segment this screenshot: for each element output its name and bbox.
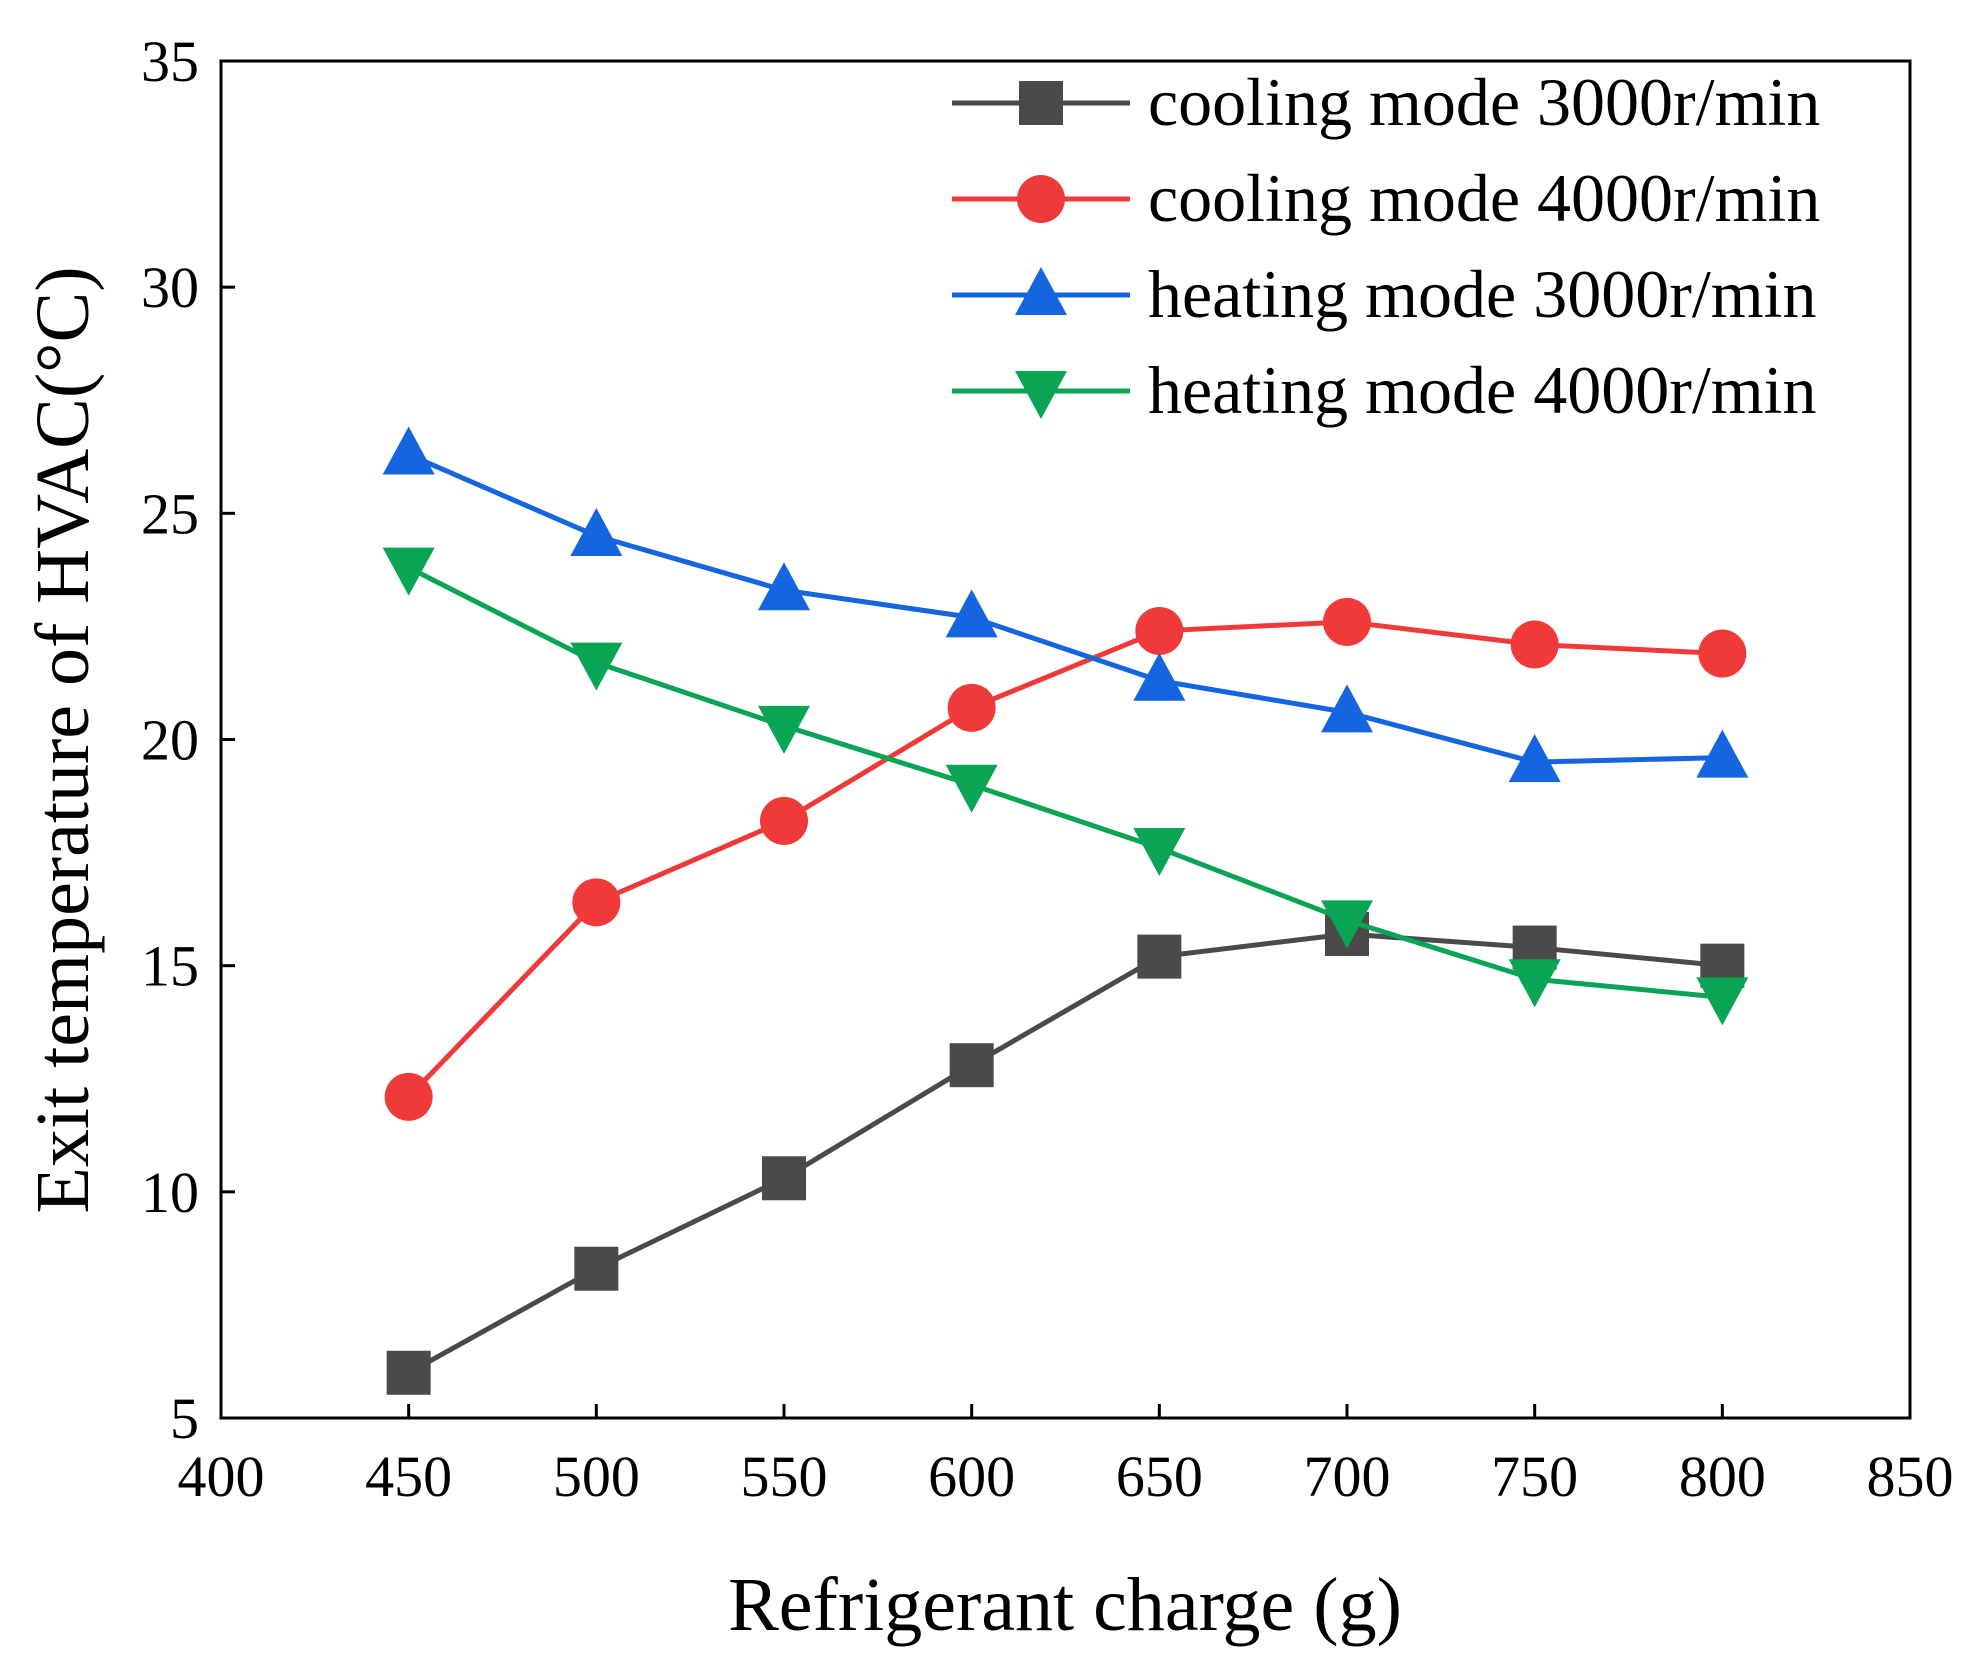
x-tick-label: 450 <box>365 1444 452 1509</box>
y-tick-label: 30 <box>141 255 199 320</box>
y-tick-label: 5 <box>170 1386 199 1451</box>
legend-label: heating mode 4000r/min <box>1148 352 1817 428</box>
data-point <box>1508 959 1561 1008</box>
y-tick-label: 10 <box>141 1160 199 1225</box>
data-point <box>1696 977 1749 1026</box>
data-point <box>570 642 623 691</box>
data-point <box>1133 652 1186 701</box>
data-point <box>947 683 996 732</box>
x-tick-label: 800 <box>1679 1444 1766 1509</box>
data-point <box>386 1350 431 1395</box>
x-tick-label: 750 <box>1491 1444 1578 1509</box>
data-point <box>949 1043 994 1088</box>
data-point <box>382 426 435 475</box>
data-point <box>382 547 435 596</box>
y-tick-label: 20 <box>141 708 199 773</box>
x-tick-label: 650 <box>1116 1444 1203 1509</box>
legend-marker <box>1017 175 1065 223</box>
legend-marker <box>1019 81 1063 125</box>
data-point <box>1510 620 1559 669</box>
x-tick-label: 600 <box>928 1444 1015 1509</box>
y-tick-label: 35 <box>141 29 199 94</box>
series-line-3 <box>407 452 1723 765</box>
data-point <box>1698 629 1747 678</box>
data-point <box>760 796 808 845</box>
series-line-2 <box>406 619 1723 1099</box>
data-point <box>1321 900 1373 949</box>
x-tick-label: 850 <box>1867 1444 1954 1509</box>
series-line-4 <box>407 565 1723 1000</box>
x-axis-label: Refrigerant charge (g) <box>728 1563 1402 1647</box>
data-point <box>1508 734 1561 783</box>
legend-label: heating mode 3000r/min <box>1148 256 1817 332</box>
data-point <box>572 878 621 927</box>
y-axis-label: Exit temperature of HVAC(°C) <box>21 266 105 1213</box>
data-point <box>945 589 998 638</box>
legend-marker <box>1015 267 1067 315</box>
legend-marker <box>1015 371 1067 419</box>
series-line-1 <box>407 931 1723 1375</box>
data-point <box>1133 828 1186 877</box>
data-point <box>384 1072 433 1121</box>
data-point <box>758 705 810 754</box>
legend-label: cooling mode 4000r/min <box>1148 160 1820 236</box>
y-tick-label: 15 <box>141 934 199 999</box>
data-point <box>762 1156 806 1201</box>
data-point <box>1696 729 1749 778</box>
x-tick-label: 550 <box>741 1444 828 1509</box>
data-point <box>570 507 623 556</box>
y-tick-label: 25 <box>141 481 199 546</box>
legend-label: cooling mode 3000r/min <box>1148 64 1820 140</box>
x-tick-label: 500 <box>553 1444 640 1509</box>
data-point <box>1135 606 1184 655</box>
data-point <box>758 562 810 611</box>
data-point <box>574 1246 619 1291</box>
data-point <box>1321 684 1373 733</box>
x-tick-label: 400 <box>178 1444 265 1509</box>
x-tick-label: 700 <box>1304 1444 1391 1509</box>
data-point <box>1137 934 1182 979</box>
data-point <box>1323 597 1371 646</box>
data-point <box>945 764 998 813</box>
